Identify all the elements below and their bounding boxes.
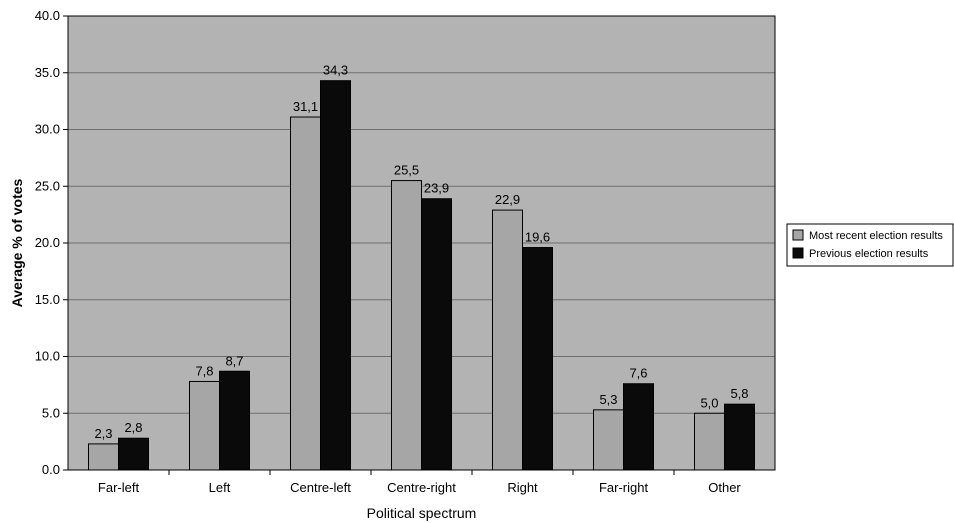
bar <box>623 383 654 471</box>
bar <box>290 116 321 471</box>
bar <box>88 443 119 471</box>
x-axis-title: Political spectrum <box>367 505 477 521</box>
bar <box>391 180 422 471</box>
data-label: 5,3 <box>599 392 617 407</box>
y-tick-label: 30.0 <box>35 122 60 137</box>
legend-label-previous: Previous election results <box>809 248 929 260</box>
x-tick-label: Centre-left <box>290 480 351 495</box>
y-axis: 0.0 5.0 10.0 15.0 20.0 25.0 30.0 35.0 40.0 <box>35 8 68 477</box>
bar <box>219 370 250 471</box>
legend-swatch-previous <box>792 247 804 259</box>
data-label: 22,9 <box>495 192 520 207</box>
bars <box>88 80 755 471</box>
bar <box>320 80 351 471</box>
data-label: 23,9 <box>424 181 449 196</box>
x-tick-label: Far-left <box>98 480 140 495</box>
x-tick-label: Other <box>708 480 741 495</box>
bar <box>724 403 755 471</box>
bar <box>593 409 624 471</box>
bar <box>522 247 553 471</box>
y-axis-title: Average % of votes <box>9 178 25 307</box>
data-label: 19,6 <box>525 230 550 245</box>
x-tick-label: Centre-right <box>387 480 456 495</box>
y-tick-label: 15.0 <box>35 292 60 307</box>
data-label: 25,5 <box>394 163 419 178</box>
bar <box>118 437 149 471</box>
y-tick-label: 25.0 <box>35 178 60 193</box>
data-label: 7,8 <box>195 363 213 378</box>
data-label: 31,1 <box>293 99 318 114</box>
data-labels: 2,3 2,8 7,8 8,7 31,1 34,3 25,5 23,9 22,9 19,6 5,3 7… <box>94 63 748 441</box>
data-label: 7,6 <box>629 366 647 381</box>
y-tick-label: 0.0 <box>42 462 60 477</box>
x-tick-label: Far-right <box>599 480 649 495</box>
x-tick-label: Right <box>507 480 538 495</box>
y-tick-label: 20.0 <box>35 235 60 250</box>
x-tick-label: Left <box>209 480 231 495</box>
bar <box>492 209 523 471</box>
y-tick-label: 5.0 <box>42 405 60 420</box>
data-label: 2,3 <box>94 426 112 441</box>
bar <box>694 412 725 471</box>
data-label: 34,3 <box>323 63 348 78</box>
data-label: 5,8 <box>730 386 748 401</box>
y-tick-label: 40.0 <box>35 8 60 23</box>
legend-swatch-most-recent <box>792 229 804 241</box>
legend-box <box>786 223 954 267</box>
y-tick-label: 35.0 <box>35 65 60 80</box>
bar <box>189 380 220 471</box>
y-tick-label: 10.0 <box>35 349 60 364</box>
legend: Most recent election results Previous el… <box>786 223 954 267</box>
bar <box>421 198 452 471</box>
data-label: 2,8 <box>124 420 142 435</box>
data-label: 5,0 <box>700 395 718 410</box>
x-axis: Far-left Left Centre-left Centre-right Right… <box>98 470 741 495</box>
data-label: 8,7 <box>225 353 243 368</box>
legend-label-most-recent: Most recent election results <box>809 230 943 242</box>
